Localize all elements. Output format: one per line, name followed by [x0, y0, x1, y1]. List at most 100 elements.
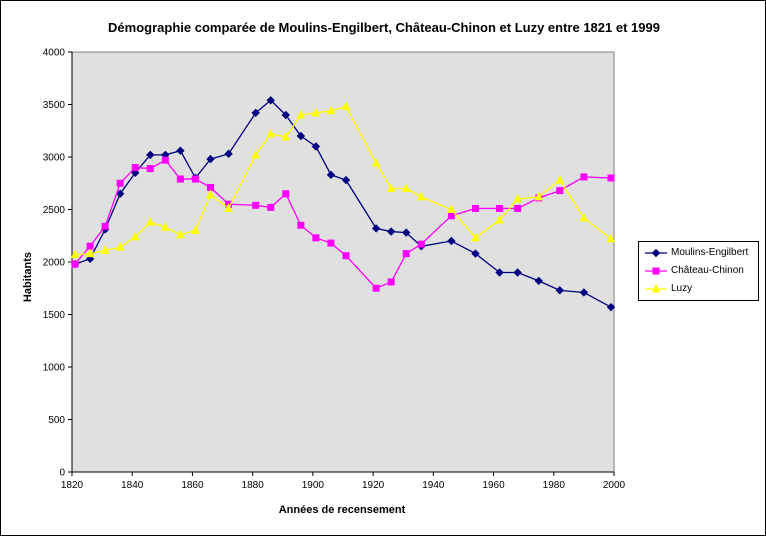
legend-marker-moulins-engilbert — [651, 248, 661, 258]
legend: Moulins-Engilbert Château-Chinon Luzy — [638, 241, 759, 301]
data-point-chateau-chinon — [327, 239, 335, 247]
y-tick-label: 1000 — [43, 363, 66, 374]
x-tick-label: 1880 — [242, 480, 265, 491]
y-tick-label: 3500 — [43, 100, 66, 111]
data-point-moulins-engilbert — [115, 189, 125, 198]
data-point-moulins-engilbert — [296, 131, 306, 141]
data-point-moulins-engilbert — [402, 228, 411, 237]
y-axis: 0 500 1000 1500 2000 2500 3000 3500 4000 — [43, 48, 73, 479]
legend-swatch-chateau-chinon — [645, 267, 667, 275]
data-point-chateau-chinon — [116, 179, 124, 187]
data-point-luzy — [224, 203, 233, 212]
legend-marker-luzy — [651, 283, 661, 293]
data-point-luzy — [371, 158, 381, 167]
legend-label-moulins-engilbert: Moulins-Engilbert — [671, 247, 749, 258]
data-point-luzy — [341, 101, 351, 111]
data-point-luzy — [85, 248, 95, 258]
legend-label-luzy: Luzy — [671, 283, 693, 294]
data-point-chateau-chinon — [161, 156, 169, 164]
legend-swatch-luzy — [645, 283, 667, 293]
data-point-chateau-chinon — [402, 250, 410, 258]
chart-title: Démographie comparée de Moulins-Engilber… — [108, 20, 660, 35]
data-point-luzy — [130, 231, 140, 241]
data-point-chateau-chinon — [207, 183, 215, 191]
data-point-luzy — [191, 225, 200, 234]
data-point-luzy — [416, 191, 426, 201]
data-point-moulins-engilbert — [513, 268, 522, 277]
x-axis-title: Années de recensement — [279, 504, 406, 516]
data-point-moulins-engilbert — [281, 110, 290, 120]
data-point-moulins-engilbert — [176, 146, 185, 155]
y-tick-label: 0 — [59, 468, 65, 479]
legend-item-chateau-chinon: Château-Chinon — [639, 264, 758, 282]
data-point-luzy — [401, 183, 411, 192]
data-point-chateau-chinon — [607, 174, 615, 182]
data-point-chateau-chinon — [146, 165, 154, 173]
x-tick-label: 2000 — [603, 480, 626, 491]
data-point-chateau-chinon — [131, 164, 139, 171]
data-point-luzy — [606, 233, 616, 243]
data-point-chateau-chinon — [267, 203, 275, 211]
data-point-chateau-chinon — [297, 221, 305, 229]
data-point-luzy — [100, 245, 110, 254]
x-tick-label: 1980 — [543, 480, 566, 491]
legend-marker-chateau-chinon — [652, 267, 660, 275]
data-point-luzy — [447, 204, 456, 213]
y-axis-title: Habitants — [22, 252, 34, 302]
x-tick-label: 1960 — [482, 480, 505, 491]
x-tick-label: 1920 — [362, 480, 385, 491]
data-point-chateau-chinon — [191, 175, 199, 183]
data-point-luzy — [296, 109, 306, 119]
data-point-luzy — [176, 229, 185, 239]
data-point-moulins-engilbert — [311, 142, 321, 151]
y-tick-label: 1500 — [43, 310, 66, 321]
y-tick-label: 500 — [48, 415, 65, 426]
data-point-luzy — [579, 212, 589, 222]
data-point-chateau-chinon — [417, 240, 425, 248]
data-point-luzy — [534, 191, 544, 201]
data-point-chateau-chinon — [282, 190, 290, 198]
data-point-luzy — [386, 183, 396, 192]
y-tick-label: 2500 — [43, 205, 66, 216]
y-tick-label: 2000 — [43, 258, 66, 269]
data-point-moulins-engilbert — [341, 175, 351, 185]
data-point-chateau-chinon — [86, 242, 94, 250]
legend-label-chateau-chinon: Château-Chinon — [671, 265, 744, 276]
data-point-moulins-engilbert — [471, 249, 480, 258]
data-point-moulins-engilbert — [555, 286, 565, 295]
data-point-chateau-chinon — [372, 284, 380, 292]
legend-item-luzy: Luzy — [639, 282, 758, 300]
data-point-chateau-chinon — [471, 204, 479, 212]
data-point-luzy — [471, 232, 480, 242]
data-point-moulins-engilbert — [251, 108, 260, 118]
data-point-chateau-chinon — [71, 260, 79, 268]
data-point-moulins-engilbert — [146, 150, 155, 160]
data-point-luzy — [70, 249, 80, 259]
x-tick-label: 1860 — [181, 480, 204, 491]
data-point-luzy — [513, 193, 522, 203]
series-luzy — [70, 101, 616, 259]
series-chateau-chinon — [71, 156, 615, 292]
data-point-moulins-engilbert — [326, 170, 336, 180]
data-point-luzy — [251, 149, 260, 159]
data-point-moulins-engilbert — [447, 236, 456, 246]
data-point-chateau-chinon — [342, 252, 350, 260]
data-point-luzy — [161, 222, 170, 231]
x-tick-label: 1820 — [61, 480, 84, 491]
data-point-chateau-chinon — [252, 201, 260, 209]
data-point-moulins-engilbert — [206, 154, 215, 164]
data-point-chateau-chinon — [447, 212, 455, 220]
legend-swatch-moulins-engilbert — [645, 248, 667, 258]
data-point-chateau-chinon — [176, 175, 184, 183]
data-point-luzy — [206, 189, 215, 199]
x-axis: 1820 1840 1860 1880 1900 1920 1940 1960 1980 2000 — [61, 471, 626, 491]
data-point-luzy — [326, 105, 336, 115]
data-point-luzy — [266, 128, 276, 138]
data-point-moulins-engilbert — [579, 288, 589, 297]
data-point-moulins-engilbert — [386, 227, 396, 236]
series-layer — [70, 96, 616, 312]
data-point-chateau-chinon — [556, 187, 564, 195]
data-point-moulins-engilbert — [266, 96, 275, 105]
x-tick-label: 1840 — [121, 480, 144, 491]
